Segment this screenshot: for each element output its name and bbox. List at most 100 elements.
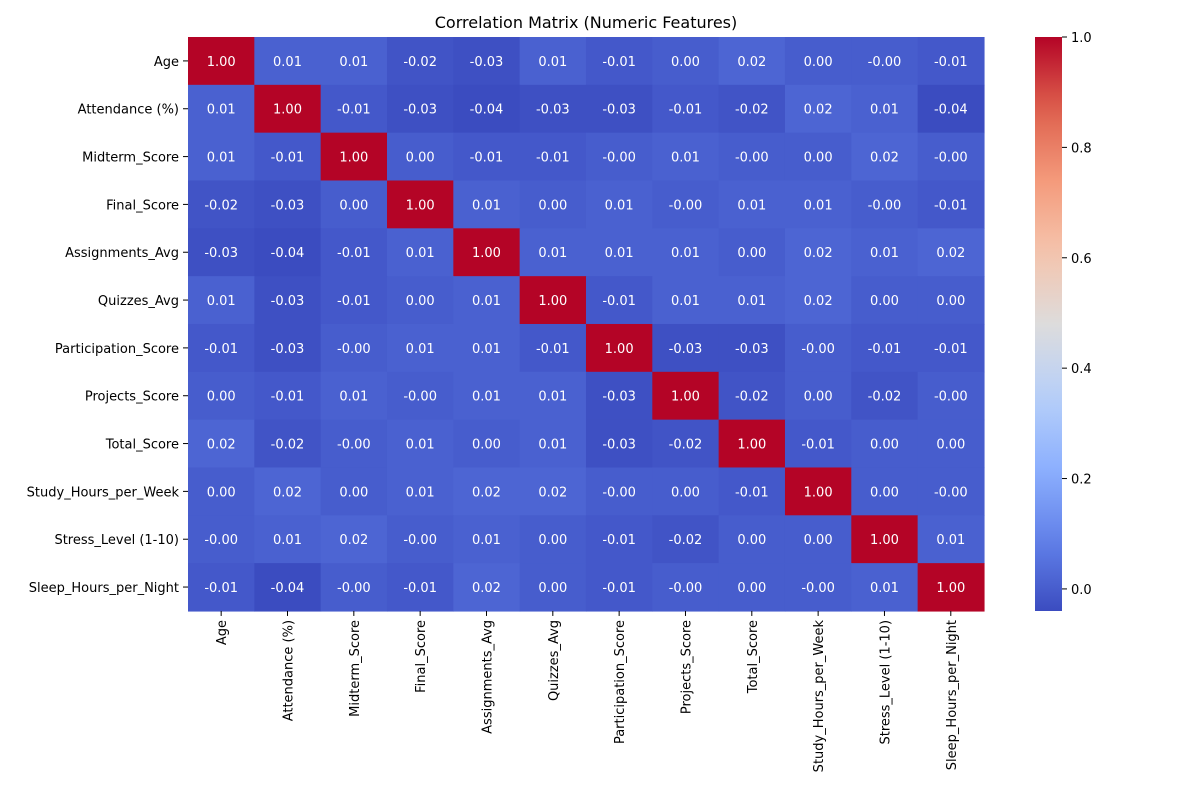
cell-value-label: 0.00 xyxy=(737,246,766,261)
y-tick-label: Assignments_Avg xyxy=(65,246,179,261)
cell-value-label: 0.01 xyxy=(870,246,899,261)
cell-value-label: 0.01 xyxy=(406,438,435,453)
heatmap-cell xyxy=(519,323,587,373)
cell-value-label: 0.00 xyxy=(936,438,965,453)
cell-value-label: 0.02 xyxy=(870,151,899,166)
heatmap-cell xyxy=(386,515,454,564)
x-tick-label: Total_Score xyxy=(746,620,761,694)
cell-value-label: 0.01 xyxy=(538,55,567,70)
cell-value-label: -0.01 xyxy=(337,246,371,261)
heatmap-cell xyxy=(784,563,852,612)
heatmap-cell xyxy=(386,276,454,325)
heatmap-cell xyxy=(188,515,255,564)
heatmap-cell xyxy=(320,84,388,134)
cell-value-label: 0.01 xyxy=(472,198,501,213)
cell-value-label: 0.00 xyxy=(472,438,501,453)
x-tick-label: Age xyxy=(215,620,230,645)
cell-value-label: 0.00 xyxy=(538,198,567,213)
heatmap-cell xyxy=(320,276,388,325)
heatmap-cell xyxy=(718,323,786,373)
heatmap-cell xyxy=(851,84,919,134)
heatmap-cell xyxy=(585,515,653,564)
cell-value-label: 0.00 xyxy=(406,294,435,309)
cell-value-label: 0.01 xyxy=(472,294,501,309)
cell-value-label: 1.00 xyxy=(671,390,700,405)
heatmap-cell xyxy=(453,84,521,134)
heatmap-cell xyxy=(784,180,852,229)
cell-value-label: 1.00 xyxy=(472,246,501,261)
heatmap-cell xyxy=(320,419,388,469)
heatmap-cell xyxy=(652,276,720,325)
cell-value-label: -0.00 xyxy=(602,485,636,500)
cell-value-label: -0.01 xyxy=(403,581,437,596)
x-tick-label: Stress_Level (1-10) xyxy=(878,620,893,745)
heatmap-cell xyxy=(188,180,255,229)
cell-value-label: -0.03 xyxy=(204,246,238,261)
heatmap-cell xyxy=(320,132,388,182)
cell-value-label: -0.00 xyxy=(868,55,902,70)
cell-value-label: 0.00 xyxy=(339,198,368,213)
cell-value-label: -0.00 xyxy=(735,151,769,166)
colorbar-tick-label: 0.2 xyxy=(1071,473,1092,488)
cell-value-label: 0.00 xyxy=(671,55,700,70)
cell-value-label: -0.02 xyxy=(204,198,238,213)
cell-value-label: -0.01 xyxy=(204,581,238,596)
cell-value-label: 0.01 xyxy=(737,198,766,213)
heatmap-cell xyxy=(254,276,322,325)
heatmap-cell xyxy=(784,84,852,134)
heatmap-cell xyxy=(453,563,521,612)
cell-value-label: 0.00 xyxy=(804,390,833,405)
y-axis-tick-labels: Age Attendance (%) Midterm_Score Final_Scor… xyxy=(27,55,188,596)
cell-value-label: -0.01 xyxy=(602,533,636,548)
cell-value-label: 0.01 xyxy=(339,390,368,405)
cell-value-label: 0.01 xyxy=(273,55,302,70)
cell-value-label: 0.01 xyxy=(472,390,501,405)
cell-value-label: 0.01 xyxy=(472,342,501,357)
heatmap-cell xyxy=(519,180,587,229)
heatmap-cell xyxy=(188,371,255,421)
cell-value-label: 0.01 xyxy=(207,151,236,166)
cell-value-label: 0.00 xyxy=(538,533,567,548)
x-tick-label: Study_Hours_per_Week xyxy=(812,620,827,773)
heatmap-cell xyxy=(188,467,255,516)
cell-value-label: -0.01 xyxy=(735,485,769,500)
heatmap-cell xyxy=(784,419,852,469)
heatmap-cell xyxy=(851,37,919,86)
cell-value-label: -0.00 xyxy=(337,581,371,596)
heatmap-cell xyxy=(784,276,852,325)
cell-value-label: 0.00 xyxy=(870,294,899,309)
heatmap-cell xyxy=(851,371,919,421)
heatmap-cell xyxy=(585,228,653,277)
heatmap-annotations: 1.00 0.01 0.01 -0.02 -0.03 0.01 -0.01 0.00 0.02 0… xyxy=(204,55,967,596)
heatmap-cells xyxy=(188,37,985,612)
heatmap-cell xyxy=(784,132,852,182)
cell-value-label: -0.02 xyxy=(403,55,437,70)
cell-value-label: -0.01 xyxy=(337,294,371,309)
cell-value-label: -0.01 xyxy=(602,55,636,70)
heatmap-cell xyxy=(784,228,852,277)
heatmap-cell xyxy=(188,419,255,469)
chart-title: Correlation Matrix (Numeric Features) xyxy=(435,13,738,32)
heatmap-cell xyxy=(320,180,388,229)
cell-value-label: 0.01 xyxy=(406,342,435,357)
heatmap-cell xyxy=(585,467,653,516)
cell-value-label: -0.00 xyxy=(934,151,968,166)
cell-value-label: 0.01 xyxy=(671,294,700,309)
cell-value-label: -0.03 xyxy=(669,342,703,357)
cell-value-label: 0.00 xyxy=(936,294,965,309)
cell-value-label: -0.01 xyxy=(536,151,570,166)
cell-value-label: 0.01 xyxy=(472,533,501,548)
heatmap-cell xyxy=(254,180,322,229)
heatmap-cell xyxy=(652,323,720,373)
colorbar-tick-label: 0.0 xyxy=(1071,583,1092,598)
heatmap-cell xyxy=(718,84,786,134)
heatmap-cell xyxy=(652,228,720,277)
cell-value-label: -0.01 xyxy=(868,342,902,357)
heatmap-cell xyxy=(320,467,388,516)
heatmap-cell xyxy=(519,228,587,277)
heatmap-cell xyxy=(320,515,388,564)
heatmap-cell xyxy=(453,180,521,229)
cell-value-label: -0.01 xyxy=(602,294,636,309)
y-tick-label: Final_Score xyxy=(106,198,179,213)
cell-value-label: 0.01 xyxy=(538,390,567,405)
